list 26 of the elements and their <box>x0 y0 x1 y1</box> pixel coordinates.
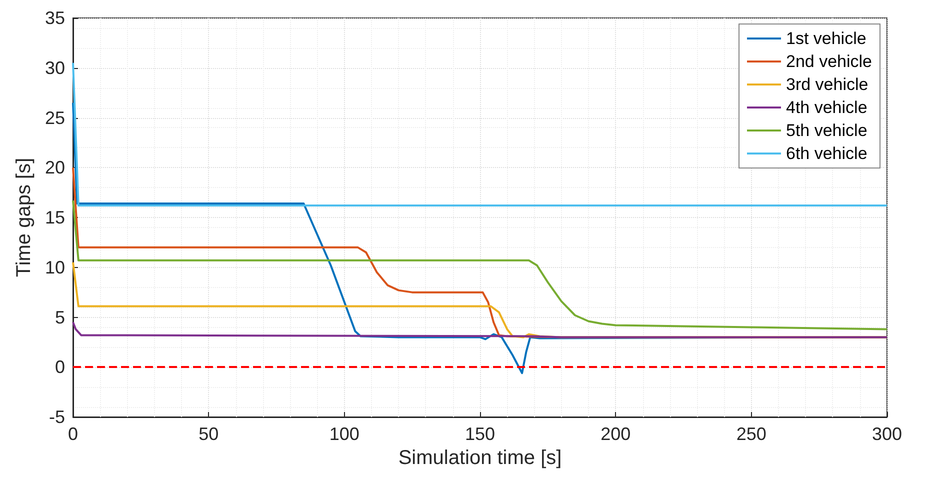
y-tick-label: 25 <box>44 108 65 128</box>
x-tick-label: 200 <box>600 424 631 444</box>
legend-label: 6th vehicle <box>786 144 868 163</box>
legend-label: 5th vehicle <box>786 121 868 140</box>
y-tick-label: 10 <box>44 257 65 278</box>
x-axis-title: Simulation time [s] <box>398 446 562 469</box>
x-tick-label: 0 <box>68 424 78 444</box>
line-series <box>72 200 888 330</box>
legend-label: 1st vehicle <box>786 29 866 48</box>
y-tick-label: 20 <box>44 158 65 178</box>
x-tick-label: 50 <box>198 424 219 444</box>
legend-label: 3rd vehicle <box>786 75 868 94</box>
legend-label: 4th vehicle <box>786 98 868 117</box>
y-tick-label: 0 <box>54 357 65 378</box>
x-tick-label: 100 <box>329 424 360 444</box>
y-tick-label: 5 <box>54 307 65 328</box>
y-axis-title: Time gaps [s] <box>13 158 36 278</box>
x-tick-label: 250 <box>736 424 766 444</box>
line-series <box>72 321 888 338</box>
y-tick-label: 15 <box>44 208 65 228</box>
x-tick-label: 150 <box>464 424 496 444</box>
x-tick-label: 300 <box>872 424 902 444</box>
legend-label: 2nd vehicle <box>786 52 872 71</box>
y-tick-label: -5 <box>48 407 65 427</box>
y-tick-label: 30 <box>44 58 65 78</box>
y-tick-label: 35 <box>44 8 65 28</box>
